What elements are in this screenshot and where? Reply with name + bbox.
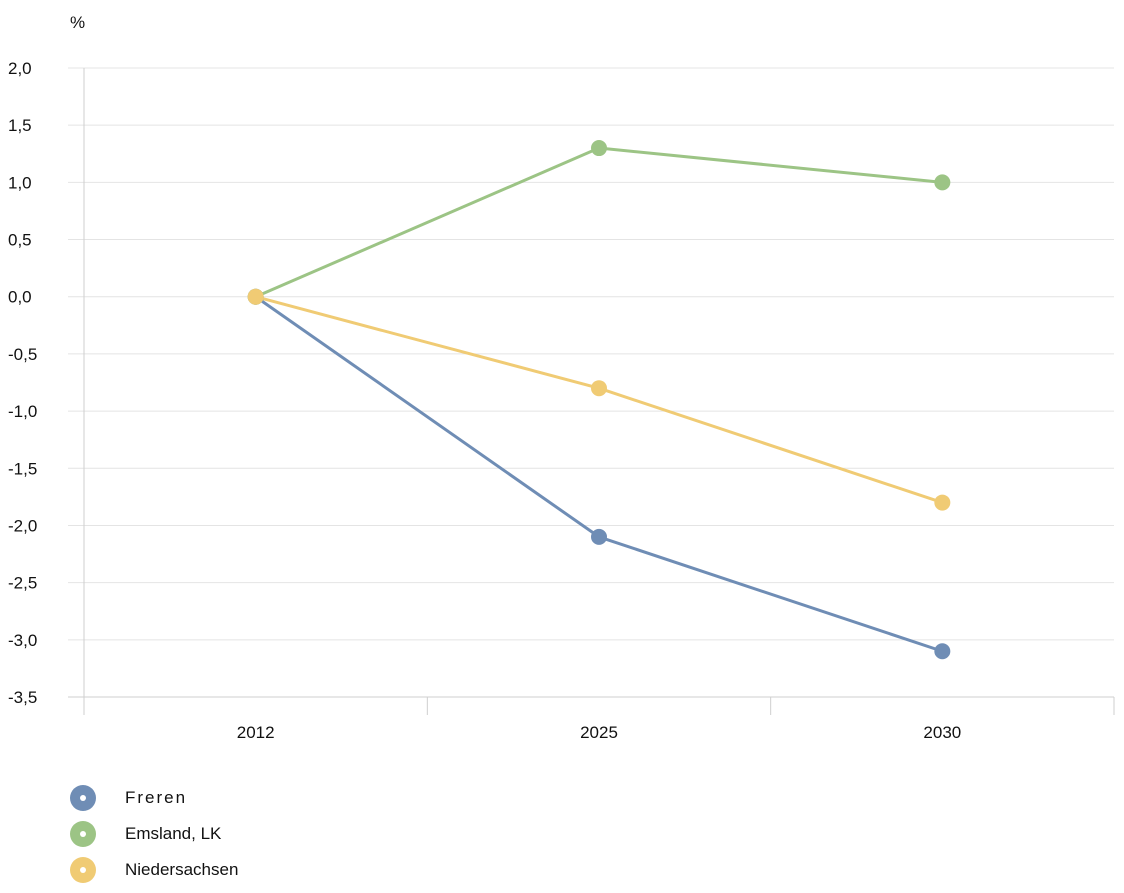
line-chart: % 2,0 1,5 1,0 0,5 0,0 -0,5 -1,0 -1,5 -2,0 -2,5 -3,… <box>8 13 1115 742</box>
axes <box>83 68 1115 715</box>
legend-marker-emsland <box>70 821 96 847</box>
legend-label-freren: Freren <box>125 788 188 807</box>
legend-label-niedersachsen: Niedersachsen <box>125 860 239 879</box>
data-point-2-0[interactable] <box>247 288 264 305</box>
y-tick-label: -2,0 <box>8 516 37 535</box>
data-point-0-2[interactable] <box>934 643 951 660</box>
legend-item-freren[interactable]: Freren <box>70 780 238 816</box>
data-point-0-1[interactable] <box>591 528 607 545</box>
legend-label-emsland: Emsland, LK <box>125 824 222 843</box>
x-tick-label: 2025 <box>580 723 618 742</box>
gridlines <box>68 67 1114 698</box>
y-tick-label: -0,5 <box>8 345 37 364</box>
y-tick-label: -2,5 <box>8 574 37 593</box>
data-point-1-2[interactable] <box>934 174 951 191</box>
x-tick-label: 2012 <box>237 723 275 742</box>
series-line-1 <box>255 146 943 299</box>
y-tick-label: -1,5 <box>8 459 37 478</box>
y-tick-label: 0,5 <box>8 231 32 250</box>
x-tick-label: 2030 <box>923 723 961 742</box>
x-tick-labels: 2012 2025 2030 <box>237 723 961 742</box>
y-tick-labels: 2,0 1,5 1,0 0,5 0,0 -0,5 -1,0 -1,5 -2,0 -2,5 -3,0 -… <box>8 59 37 707</box>
y-tick-label: 0,0 <box>8 288 32 307</box>
data-point-2-2[interactable] <box>934 494 951 511</box>
y-tick-label: -3,0 <box>8 631 37 650</box>
legend-item-emsland[interactable]: Emsland, LK <box>70 816 238 852</box>
y-tick-label: 1,5 <box>8 116 32 135</box>
legend-marker-niedersachsen <box>70 857 96 883</box>
series-points <box>247 140 951 660</box>
y-axis-label: % <box>70 13 85 32</box>
y-tick-label: -1,0 <box>8 402 37 421</box>
data-point-1-1[interactable] <box>591 140 607 157</box>
series-lines <box>254 146 943 653</box>
y-tick-label: -3,5 <box>8 688 37 707</box>
series-line-2 <box>255 295 943 505</box>
y-tick-label: 1,0 <box>8 173 32 192</box>
legend-item-niedersachsen[interactable]: Niedersachsen <box>70 852 238 888</box>
series-line-0 <box>254 295 943 653</box>
legend-marker-freren <box>70 785 96 811</box>
legend: Freren Emsland, LK Niedersachsen <box>70 780 238 888</box>
y-tick-label: 2,0 <box>8 59 32 78</box>
data-point-2-1[interactable] <box>591 380 607 397</box>
